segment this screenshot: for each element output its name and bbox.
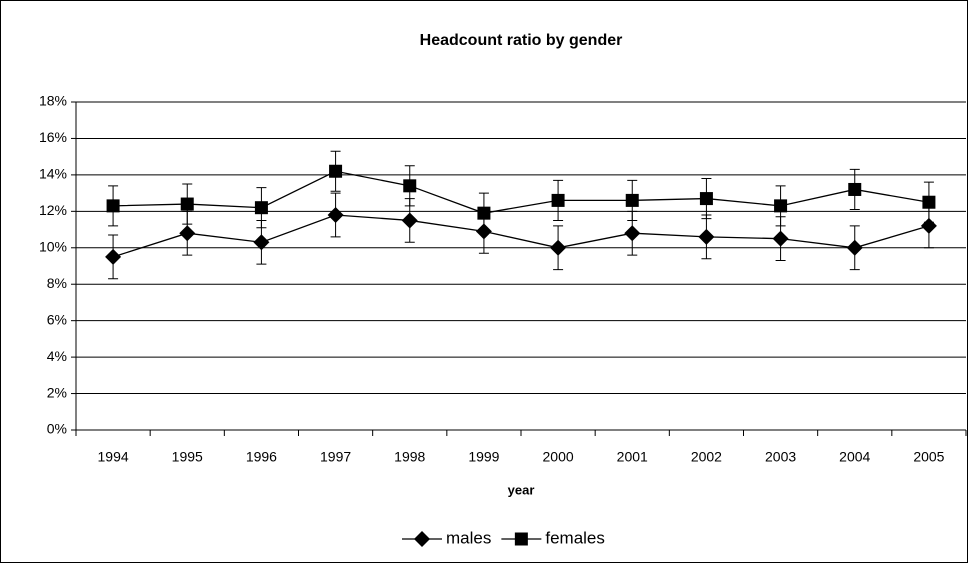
- x-tick-label: 2002: [691, 449, 722, 465]
- data-point: [772, 230, 789, 247]
- x-tick-label: 1995: [172, 449, 203, 465]
- data-point: [253, 234, 270, 251]
- y-tick-label: 12%: [39, 202, 67, 218]
- x-tick-label: 2001: [617, 449, 648, 465]
- x-tick-label: 2000: [543, 449, 574, 465]
- y-tick-label: 14%: [39, 166, 67, 182]
- data-point: [550, 239, 567, 256]
- data-point: [922, 195, 936, 209]
- data-point: [403, 179, 417, 193]
- x-axis-title: year: [508, 482, 535, 497]
- data-point: [699, 192, 713, 206]
- data-point: [180, 197, 194, 211]
- legend-label: males: [446, 528, 491, 547]
- data-point: [254, 201, 268, 215]
- chart-title: Headcount ratio by gender: [420, 32, 623, 49]
- x-tick-label: 2003: [765, 449, 796, 465]
- y-tick-label: 0%: [47, 421, 67, 437]
- legend-marker: [514, 532, 528, 546]
- data-point: [625, 193, 639, 207]
- series-line: [112, 214, 930, 258]
- data-point: [477, 206, 491, 220]
- data-point: [774, 199, 788, 213]
- data-point: [106, 199, 120, 213]
- data-point: [327, 206, 344, 223]
- data-point: [551, 193, 565, 207]
- y-tick-label: 8%: [47, 275, 67, 291]
- x-tick-label: 1998: [394, 449, 425, 465]
- data-point: [105, 248, 122, 265]
- y-tick-label: 18%: [39, 93, 67, 109]
- x-tick-label: 1997: [320, 449, 351, 465]
- x-tick-label: 1996: [246, 449, 277, 465]
- data-point: [698, 228, 715, 245]
- series-line: [113, 170, 930, 214]
- y-tick-label: 4%: [47, 348, 67, 364]
- data-point: [846, 239, 863, 256]
- x-tick-label: 2005: [913, 449, 944, 465]
- y-tick-label: 6%: [47, 311, 67, 327]
- data-point: [329, 164, 343, 178]
- data-point: [179, 225, 196, 242]
- x-tick-label: 1999: [468, 449, 499, 465]
- data-point: [624, 225, 641, 242]
- x-tick-label: 1994: [98, 449, 129, 465]
- y-tick-label: 10%: [39, 238, 67, 254]
- y-tick-label: 16%: [39, 129, 67, 145]
- x-tick-label: 2004: [839, 449, 870, 465]
- legend-marker: [414, 531, 430, 547]
- data-point: [848, 182, 862, 196]
- legend-label: females: [545, 528, 605, 547]
- y-tick-label: 2%: [47, 384, 67, 400]
- data-point: [401, 212, 418, 229]
